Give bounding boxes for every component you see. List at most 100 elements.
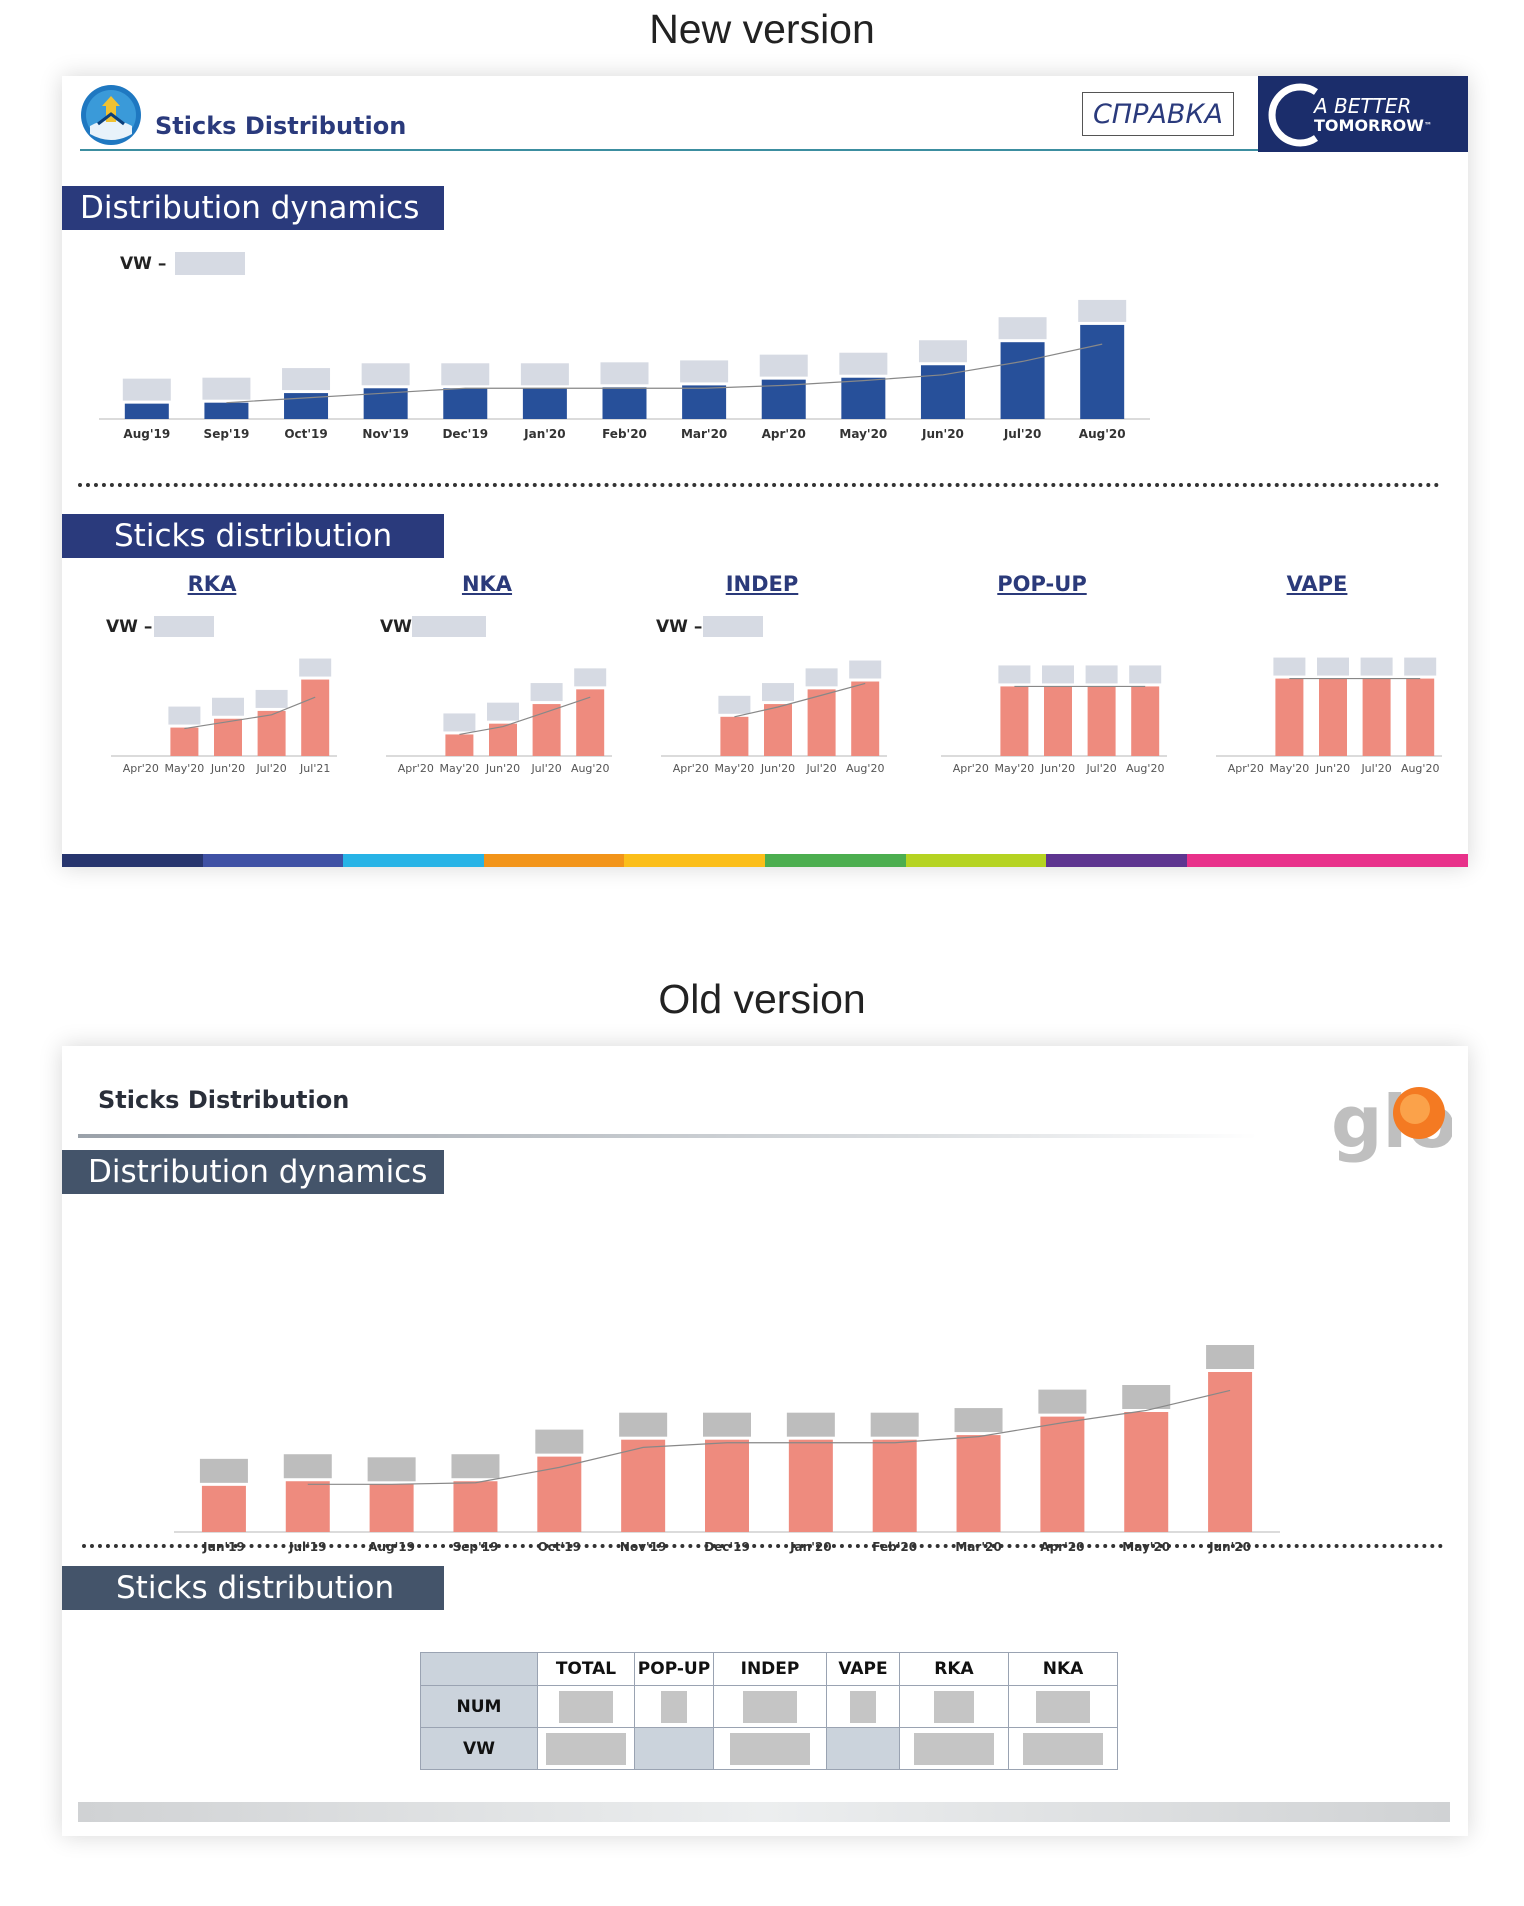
table-cell xyxy=(1008,1727,1118,1770)
x-tick-label: Apr'20 xyxy=(953,762,989,775)
popup-chart: Apr'20 May'20 Jun'20 Jul'20 Aug'20 xyxy=(941,665,1167,775)
x-tick-label: May'20 xyxy=(995,762,1035,775)
x-tick-label: Jun'20 xyxy=(921,427,964,441)
chart-title-popup: POP-UP xyxy=(997,572,1087,596)
data-label-placeholder xyxy=(487,702,519,721)
x-tick-label: Aug'20 xyxy=(571,762,610,775)
x-tick-label: May'20 xyxy=(715,762,755,775)
bar-new-main-10 xyxy=(920,365,965,419)
data-label-placeholder xyxy=(998,317,1047,340)
data-label-placeholder xyxy=(1042,665,1074,684)
indep-chart: Apr'20 May'20 Jun'20 Jul'20 Aug'20 xyxy=(661,660,887,775)
x-tick-label: Dec'19 xyxy=(442,427,488,441)
trend-line xyxy=(307,1389,1231,1485)
vw-value-placeholder xyxy=(175,252,245,275)
bar-new-main-0 xyxy=(124,403,169,419)
data-label-placeholder xyxy=(718,695,751,714)
old-version-slide: Sticks Distribution glo Distribution dyn… xyxy=(62,1046,1468,1836)
glo-logo-icon: glo xyxy=(1331,1080,1452,1164)
table-cell xyxy=(634,1727,714,1770)
bar-new-main-6 xyxy=(602,387,647,419)
table-header-popup: POP-UP xyxy=(634,1652,714,1686)
brand-line2: TOMORROW™ xyxy=(1314,118,1432,134)
x-tick-label: Jul'21 xyxy=(299,762,330,775)
data-label-placeholder xyxy=(786,1412,835,1437)
bar-vape-2 xyxy=(1319,678,1347,756)
trademark-mark: ™ xyxy=(1423,121,1432,130)
data-label-placeholder xyxy=(1078,299,1127,322)
color-stripe xyxy=(62,854,1468,867)
data-label-placeholder xyxy=(839,352,888,375)
data-label-placeholder xyxy=(1206,1345,1255,1369)
data-label-placeholder xyxy=(367,1457,416,1482)
table-cell xyxy=(826,1685,900,1728)
data-label-placeholder xyxy=(212,697,244,716)
new-distribution-dynamics-chart: Aug'19 Sep'19 Oct'19 Nov'19 Dec'19 Jan'20 Feb'… xyxy=(99,299,1150,441)
caption-new-version: New version xyxy=(649,6,875,52)
data-label-placeholder xyxy=(283,1454,332,1479)
x-tick-label: Mar'20 xyxy=(681,427,727,441)
data-label-placeholder xyxy=(918,340,967,363)
bar-new-main-7 xyxy=(682,385,727,419)
header-title-old: Sticks Distribution xyxy=(98,1086,350,1114)
data-label-placeholder xyxy=(1122,1385,1171,1409)
bar-popup-4 xyxy=(1131,686,1160,756)
trend-line xyxy=(226,343,1103,404)
x-tick-label: Sep'19 xyxy=(204,427,250,441)
header-title: Sticks Distribution xyxy=(155,112,407,140)
bar-popup-1 xyxy=(1000,686,1029,756)
x-tick-label: Apr'20 xyxy=(762,427,806,441)
data-label-placeholder xyxy=(1038,1389,1087,1414)
bar-indep-2 xyxy=(764,704,792,756)
table-header-nka: NKA xyxy=(1008,1652,1118,1686)
x-tick-label: Apr'20 xyxy=(123,762,159,775)
vw-label-indep: VW – xyxy=(656,617,703,637)
bar-nka-3 xyxy=(532,704,561,756)
data-label-placeholder xyxy=(168,706,201,725)
bar-old-main-10 xyxy=(1040,1416,1085,1532)
data-label-placeholder xyxy=(530,683,563,702)
x-tick-label: Aug'20 xyxy=(846,762,885,775)
bar-new-main-1 xyxy=(204,402,249,419)
x-tick-label: Jun'20 xyxy=(210,762,245,775)
data-label-placeholder xyxy=(443,713,476,732)
x-tick-label: Aug'20 xyxy=(1126,762,1165,775)
x-tick-label: Apr'20 xyxy=(398,762,434,775)
x-tick-label: Jun'20 xyxy=(485,762,520,775)
bar-old-main-0 xyxy=(201,1485,246,1532)
bar-old-main-9 xyxy=(956,1435,1001,1532)
nka-chart: Apr'20 May'20 Jun'20 Jul'20 Aug'20 xyxy=(386,668,612,775)
x-tick-label: May'20 xyxy=(839,427,887,441)
bar-nka-4 xyxy=(576,689,605,756)
bar-old-main-1 xyxy=(285,1481,330,1532)
section-sticks-distribution: Sticks distribution xyxy=(62,514,444,558)
data-label-placeholder xyxy=(1404,657,1437,676)
trend-line xyxy=(184,696,316,730)
table-cell xyxy=(713,1685,827,1728)
bar-old-main-12 xyxy=(1208,1372,1253,1532)
x-tick-label: Jan'20 xyxy=(523,427,565,441)
x-tick-label: Aug'20 xyxy=(1079,427,1126,441)
x-tick-label: Jul'20 xyxy=(530,762,561,775)
x-tick-label: Aug'20 xyxy=(1401,762,1440,775)
table-cell xyxy=(1008,1685,1118,1728)
old-distribution-dynamics-chart: Jun'19 Jul'19 Aug'19 Sep'19 Oct'19 Nov'19 Dec'… xyxy=(174,1345,1280,1554)
bar-nka-1 xyxy=(445,734,474,756)
caption-old-version: Old version xyxy=(658,976,866,1022)
brand-line2-text: TOMORROW xyxy=(1314,116,1424,135)
data-label-placeholder xyxy=(805,668,838,687)
bar-old-main-6 xyxy=(705,1439,749,1532)
x-tick-label: Apr'20 xyxy=(673,762,709,775)
data-label-placeholder xyxy=(202,377,251,400)
data-label-placeholder xyxy=(849,660,882,679)
vw-label-main: VW – xyxy=(120,254,167,274)
table-row: NUM xyxy=(420,1685,1118,1728)
table-row-label-num: NUM xyxy=(420,1685,538,1728)
x-tick-label: Apr'20 xyxy=(1228,762,1264,775)
vw-placeholder-rka xyxy=(154,616,214,637)
table-header-total: TOTAL xyxy=(537,1652,635,1686)
bar-vape-1 xyxy=(1275,678,1304,756)
bar-rka-3 xyxy=(257,710,286,756)
vape-chart: Apr'20 May'20 Jun'20 Jul'20 Aug'20 xyxy=(1216,657,1442,775)
x-tick-label: Jul'20 xyxy=(805,762,836,775)
